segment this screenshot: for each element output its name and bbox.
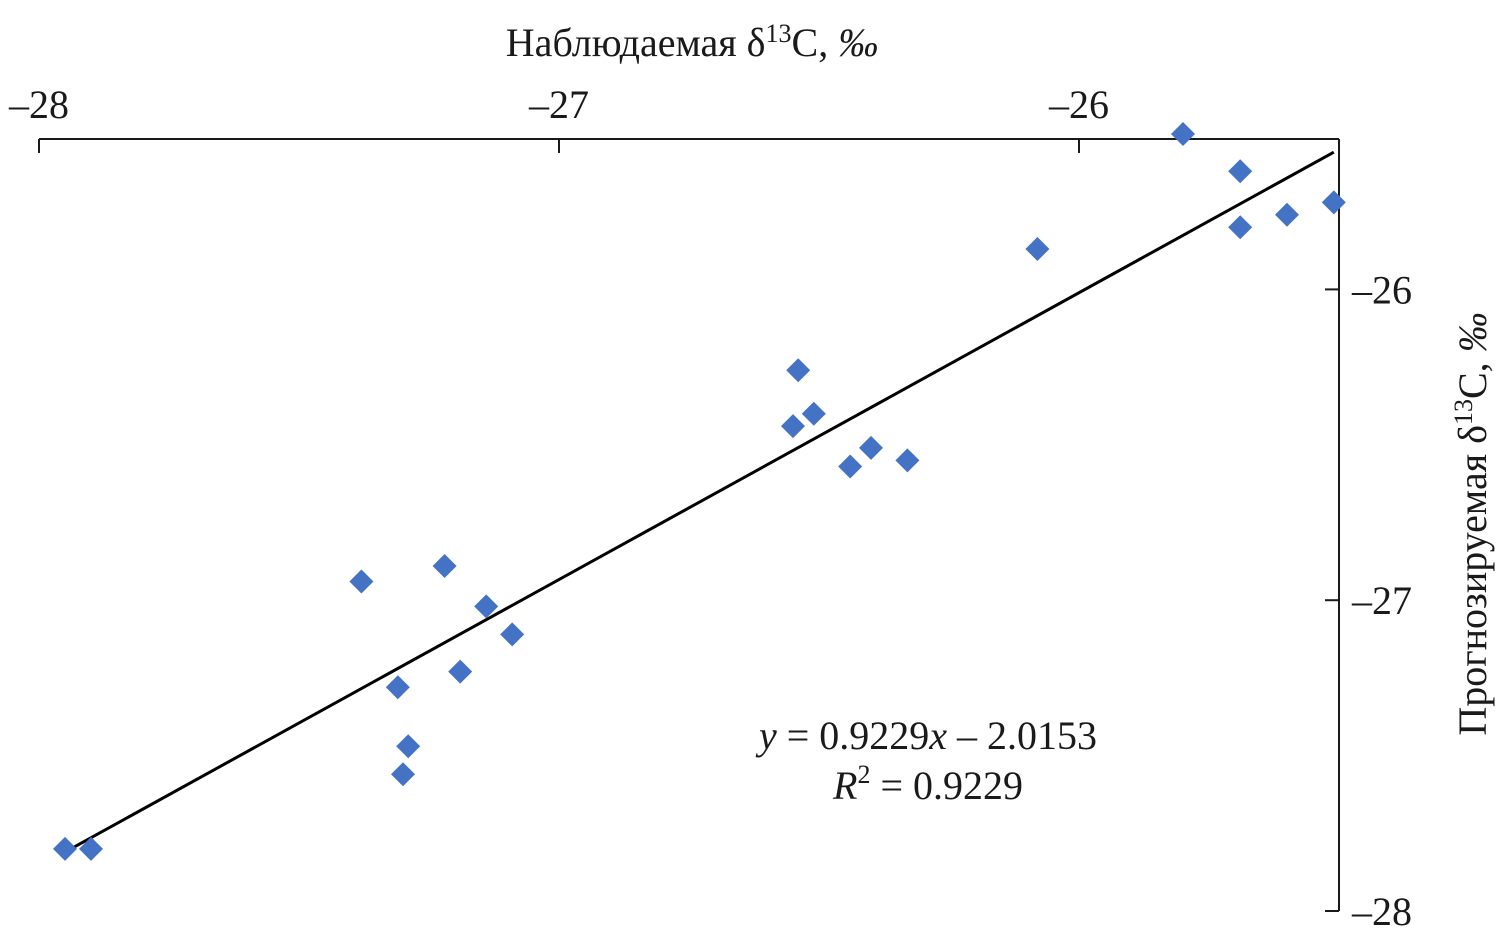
data-point [448, 659, 473, 684]
data-point [349, 569, 374, 594]
data-point [838, 454, 863, 479]
x-tick-label: –28 [8, 82, 69, 127]
r-squared-label: R2 = 0.9229 [832, 760, 1023, 808]
data-point [396, 734, 421, 759]
data-point [79, 836, 103, 861]
data-point [53, 836, 77, 861]
data-point [801, 401, 826, 426]
x-tick-label: –26 [1048, 82, 1109, 127]
data-point [895, 448, 920, 473]
data-point [859, 435, 883, 460]
regression-equation: y = 0.9229x – 2.0153 [755, 713, 1097, 758]
x-axis-title: Наблюдаемая δ13C, ‰ [506, 19, 878, 65]
data-point [1275, 202, 1299, 227]
data-point [500, 622, 525, 647]
data-point [781, 414, 805, 439]
data-point [474, 594, 499, 619]
data-point [786, 358, 811, 383]
data-point [1321, 190, 1346, 215]
data-point [1228, 215, 1253, 240]
data-points [53, 122, 1346, 861]
data-point [385, 675, 410, 700]
data-point [391, 762, 415, 787]
data-point [1025, 236, 1050, 261]
trendline [64, 150, 1335, 854]
data-point [1171, 122, 1195, 146]
y-tick-label: –27 [1351, 578, 1412, 623]
data-point [432, 554, 457, 579]
y-axis-title: Прогнозируемая δ13C, ‰ [1449, 312, 1495, 735]
data-point [1228, 159, 1253, 184]
y-tick-label: –28 [1351, 889, 1412, 934]
y-ticks: –26 –27 –28 [1325, 267, 1412, 934]
x-tick-label: –27 [528, 82, 589, 127]
x-ticks: –28 –27 –26 [8, 82, 1109, 153]
y-tick-label: –26 [1351, 267, 1412, 312]
